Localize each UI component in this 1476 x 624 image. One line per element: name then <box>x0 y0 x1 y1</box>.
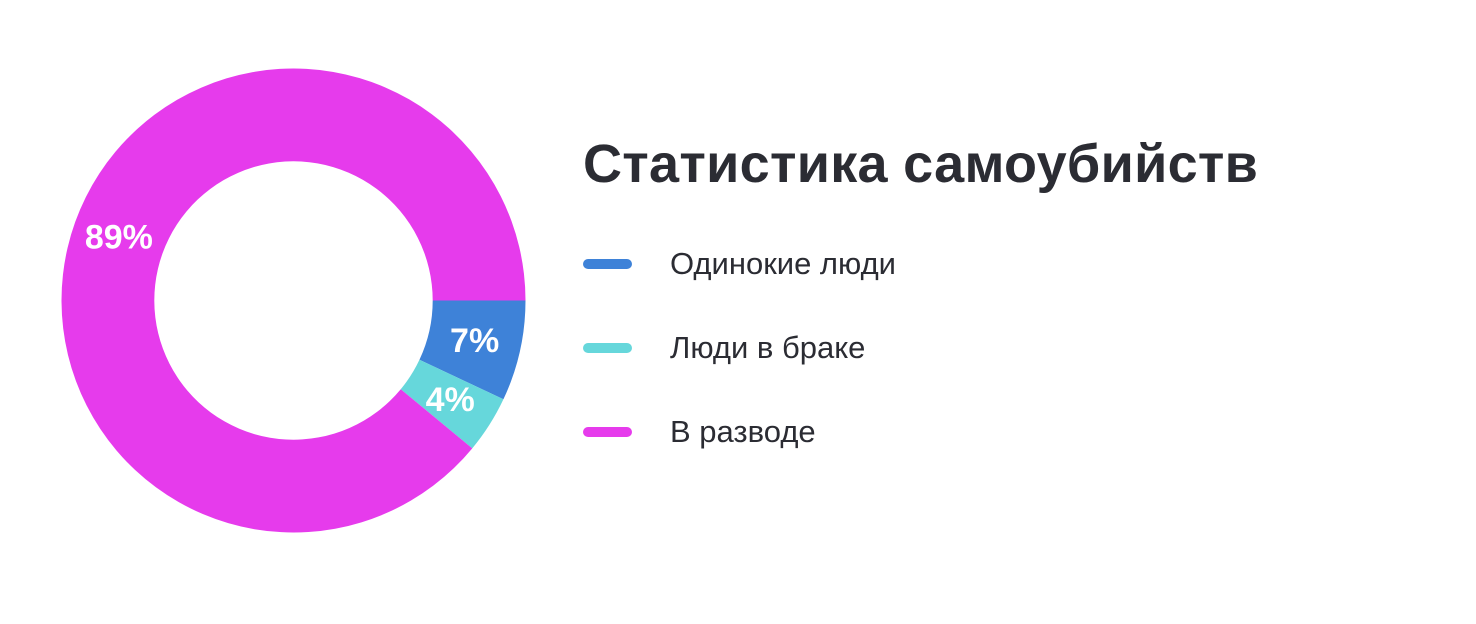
slice-label-2: 89% <box>85 219 153 257</box>
donut-slice-2 <box>61 68 526 533</box>
legend-item-divorced: В разводе <box>583 414 896 450</box>
chart-title: Статистика самоубийств <box>583 134 1259 194</box>
slice-label-0: 7% <box>450 322 499 360</box>
donut-slice-0 <box>419 300 526 400</box>
legend: Одинокие люди Люди в браке В разводе <box>583 246 896 498</box>
legend-item-single-people: Одинокие люди <box>583 246 896 282</box>
legend-label-married-people: Люди в браке <box>670 330 866 365</box>
donut-slice-1 <box>400 359 504 449</box>
legend-label-single-people: Одинокие люди <box>670 246 896 281</box>
legend-marker-single-people <box>583 259 632 269</box>
legend-label-divorced: В разводе <box>670 414 816 449</box>
legend-marker-divorced <box>583 427 632 437</box>
slice-label-1: 4% <box>426 381 475 419</box>
legend-marker-married-people <box>583 343 632 353</box>
donut-chart: 7% 4% 89% <box>61 68 526 533</box>
legend-item-married-people: Люди в браке <box>583 330 896 366</box>
